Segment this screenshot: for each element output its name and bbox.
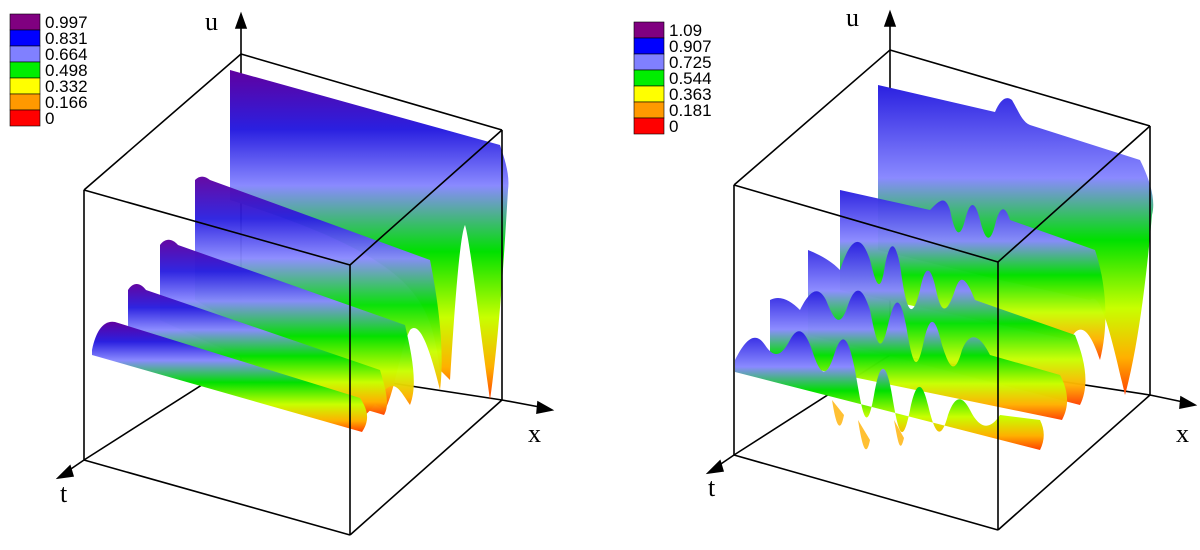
right-t-axis-label: t xyxy=(708,473,716,502)
left-colorbar-tick-5: 0.166 xyxy=(45,93,88,112)
right-colorbar-tick-3: 0.544 xyxy=(669,69,712,88)
right-colorbar-tick-4: 0.363 xyxy=(669,85,712,104)
left-axes xyxy=(55,11,555,480)
right-colorbar-swatch-3 xyxy=(633,69,665,87)
left-panel: 0.997 0.831 0.664 0.498 0.332 0.166 0 xyxy=(9,7,555,536)
right-colorbar: 1.09 0.907 0.725 0.544 0.363 0.181 0 xyxy=(633,21,712,136)
left-surface-ridge-4 xyxy=(92,321,368,432)
left-surface xyxy=(92,70,509,432)
left-colorbar-swatch-3 xyxy=(9,61,41,79)
left-colorbar-tick-6: 0 xyxy=(45,109,54,128)
right-colorbar-tick-0: 1.09 xyxy=(669,21,702,40)
right-box-front xyxy=(733,125,1151,531)
left-colorbar-tick-4: 0.332 xyxy=(45,77,88,96)
left-colorbar-swatch-4 xyxy=(9,77,41,95)
left-colorbar-tick-3: 0.498 xyxy=(45,61,88,80)
left-box-front xyxy=(83,129,503,536)
left-z-axis-label: u xyxy=(205,7,218,36)
right-colorbar-swatch-5 xyxy=(633,101,665,119)
left-x-axis-label: x xyxy=(528,419,541,448)
right-surface-trough-accent xyxy=(832,400,904,450)
right-x-axis-label: x xyxy=(1176,419,1189,448)
left-colorbar: 0.997 0.831 0.664 0.498 0.332 0.166 0 xyxy=(9,13,88,128)
left-colorbar-swatch-1 xyxy=(9,29,41,47)
right-surface-ridge-4 xyxy=(735,331,1044,450)
left-colorbar-swatch-2 xyxy=(9,45,41,63)
left-colorbar-tick-2: 0.664 xyxy=(45,45,88,64)
left-colorbar-swatch-0 xyxy=(9,13,41,31)
left-colorbar-swatch-6 xyxy=(9,109,41,127)
right-surface-ridge-3 xyxy=(770,290,1068,420)
left-colorbar-tick-0: 0.997 xyxy=(45,13,88,32)
right-colorbar-swatch-0 xyxy=(633,21,665,39)
right-colorbar-tick-1: 0.907 xyxy=(669,37,712,56)
right-colorbar-swatch-4 xyxy=(633,85,665,103)
left-colorbar-tick-1: 0.831 xyxy=(45,29,88,48)
right-surface xyxy=(735,85,1154,450)
right-axes xyxy=(705,9,1198,475)
right-colorbar-swatch-2 xyxy=(633,53,665,71)
left-t-axis-label: t xyxy=(60,479,68,508)
right-colorbar-tick-2: 0.725 xyxy=(669,53,712,72)
right-colorbar-swatch-6 xyxy=(633,117,665,135)
right-colorbar-swatch-1 xyxy=(633,37,665,55)
left-surface-ridge-3 xyxy=(128,284,387,415)
left-colorbar-swatch-5 xyxy=(9,93,41,111)
right-z-axis-label: u xyxy=(846,3,859,32)
right-panel: 1.09 0.907 0.725 0.544 0.363 0.181 0 xyxy=(633,3,1198,531)
right-colorbar-tick-5: 0.181 xyxy=(669,101,712,120)
right-surface-ridge-1 xyxy=(840,190,1106,360)
right-colorbar-tick-6: 0 xyxy=(669,117,678,136)
